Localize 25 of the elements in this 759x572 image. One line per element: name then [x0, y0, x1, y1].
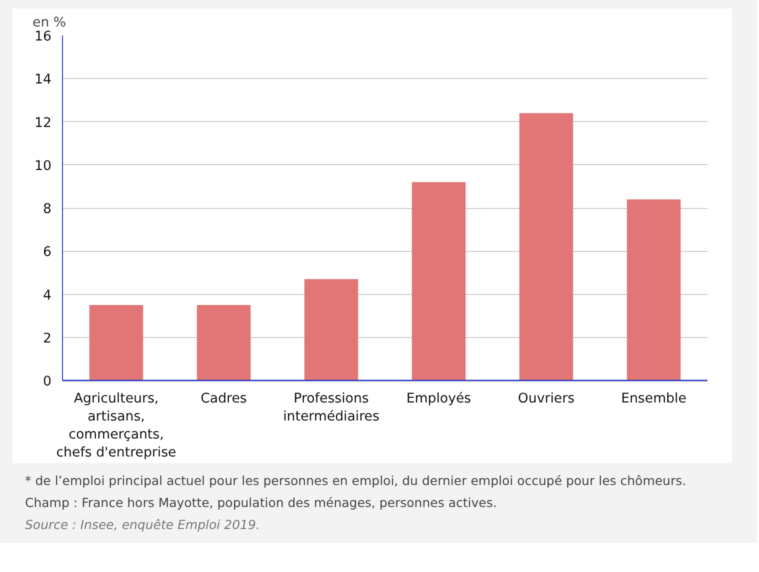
y-tick-label: 12 — [34, 116, 52, 131]
y-tick-label: 4 — [43, 288, 52, 304]
y-tick-label: 8 — [43, 202, 52, 217]
y-tick-label: 16 — [34, 30, 52, 44]
bar — [89, 305, 144, 380]
y-tick-label: 14 — [34, 72, 52, 88]
x-tick-label: Agriculteurs, artisans, commerçants, chefs d'entreprise — [56, 392, 176, 460]
x-tick-label: Ouvriers — [518, 392, 575, 406]
x-tick-label: Professions intermédiaires — [283, 392, 380, 424]
source-note: Source : Insee, enquête Emploi 2019. — [25, 516, 261, 534]
y-tick-label: 6 — [43, 245, 52, 260]
bar — [626, 199, 681, 380]
y-tick-label: 2 — [43, 331, 52, 346]
bar — [519, 113, 574, 380]
y-axis-title: en % — [32, 16, 66, 30]
x-tick-label: Ensemble — [621, 392, 686, 406]
y-tick-label: 10 — [34, 158, 52, 174]
y-tick-label: 0 — [43, 374, 52, 390]
bar — [196, 305, 251, 380]
bar — [412, 182, 466, 380]
text: Champ : France hors Mayotte, population des ménages, personnes actives. — [25, 494, 498, 512]
text: * de l’emploi principal actuel pour les personnes en emploi, du dernier emploi occupé pour les chômeurs. — [25, 472, 686, 490]
x-tick-label: Cadres — [200, 392, 247, 406]
x-tick-label: Employés — [406, 392, 472, 406]
bar — [304, 279, 358, 380]
